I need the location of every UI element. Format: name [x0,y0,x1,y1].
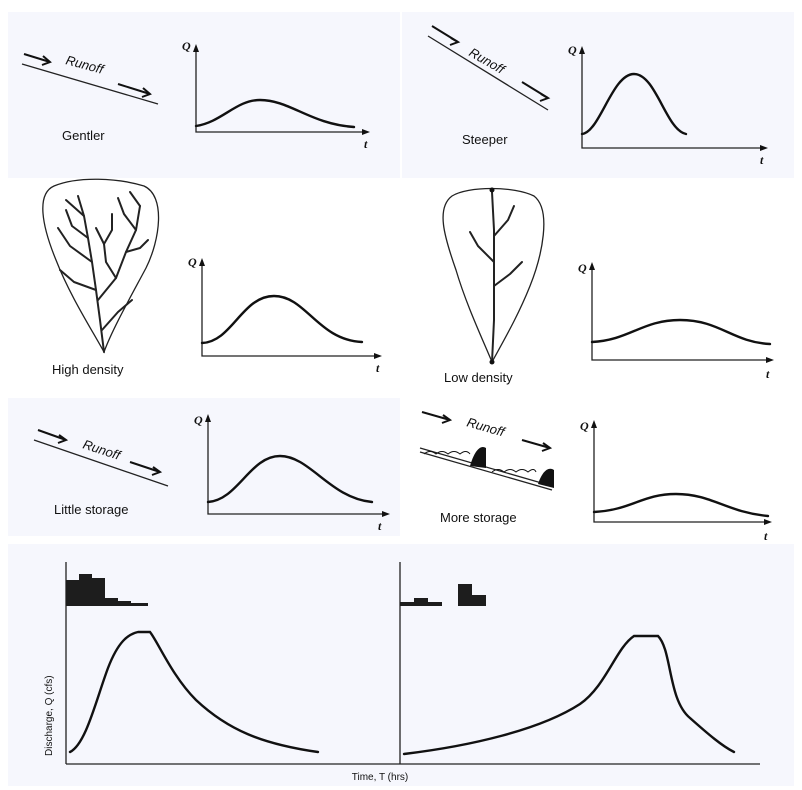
rainfall-bar [66,580,79,606]
panel-low-density: Low density Q t [442,187,774,385]
axes [207,420,384,515]
storage-dam-2 [538,468,554,488]
basin-outline-icon [442,187,545,364]
q-axis-label: Q [578,261,587,275]
rainfall-hyetograph-icon [400,584,486,606]
rainfall-bar [472,595,486,606]
hydrograph-more-storage: Q t [580,419,772,543]
axes [593,426,766,523]
low-density-label: Low density [444,370,513,385]
t-axis-label: t [760,153,764,167]
y-arrowhead [199,258,205,266]
t-axis-label: t [376,361,380,375]
steeper-label: Steeper [462,132,508,147]
storage-dam-1 [470,446,486,468]
hydrograph-high-density: Q t [188,255,382,375]
t-axis-label: t [364,137,368,151]
x-arrowhead [374,353,382,359]
more-storage-label: More storage [440,510,517,525]
panel-background [402,12,794,178]
axes [201,264,376,357]
hydrograph-curve [580,72,688,136]
rainfall-bar [414,598,428,606]
arrow-right-icon [421,411,453,424]
axes [591,268,768,361]
panel-gentler-slope: Runoff Gentler Q t [8,12,400,178]
hydrograph-curve-downstream-storm [68,630,320,754]
arrow-right-icon [431,25,461,46]
q-axis-label: Q [182,39,191,53]
panel-background [8,12,400,178]
t-axis-label: t [766,367,770,381]
rainfall-bar [92,578,105,606]
stream-network-icon [57,191,149,353]
high-density-label: High density [52,362,124,377]
arrow-right-icon [129,461,163,476]
x-arrowhead [382,511,390,517]
rainfall-bar [428,602,442,606]
slope-line [33,439,169,487]
time-axis-label: Time, T (hrs) [352,772,408,783]
q-axis-label: Q [580,419,589,433]
rainfall-bar [118,601,131,606]
panel-high-density: High density Q t [42,178,382,377]
y-arrowhead [193,44,199,52]
y-arrowhead [579,46,585,54]
arrow-right-icon [23,53,52,66]
axes [195,50,364,133]
panel-background [8,398,400,536]
hydrograph-curve [590,318,772,346]
hydrograph-curve [194,98,356,129]
hydrograph-curve [592,492,770,518]
q-axis-label: Q [194,413,203,427]
panel-little-storage: Runoff Little storage Q t [8,398,400,536]
hydrograph-gentler: Q t [182,39,370,151]
stream-network-icon [469,187,523,365]
y-arrowhead [591,420,597,428]
hydrograph-curve-upstream-storm [402,634,736,756]
panel-steeper-slope: Runoff Steeper Q t [402,12,794,178]
rainfall-bar [400,602,414,606]
ponded-water-1 [423,451,471,455]
x-arrowhead [766,357,774,363]
x-arrowhead [760,145,768,151]
slope-line [21,63,159,105]
x-arrowhead [362,129,370,135]
rainfall-bar [105,598,118,606]
runoff-label: Runoff [465,414,507,439]
discharge-axis-label: Discharge, Q (cfs) [44,675,55,756]
hydrograph-curve [206,454,374,504]
panel-background [8,544,794,786]
slope-line [427,35,549,111]
x-arrowhead [764,519,772,525]
t-axis-label: t [378,519,382,533]
hydrograph-curve [200,294,364,345]
q-axis-label: Q [188,255,197,269]
t-axis-label: t [764,529,768,543]
little-storage-label: Little storage [54,502,128,517]
arrow-right-icon [521,81,551,102]
slope-line [419,451,553,491]
axes [581,52,762,149]
panel-storm-hydrographs: Discharge, Q (cfs) Time, T (hrs) [8,544,794,786]
arrow-right-icon [521,439,553,452]
basin-outline-icon [42,178,160,354]
rainfall-hyetograph-icon [66,574,148,606]
arrow-right-icon [117,83,152,98]
y-arrowhead [589,262,595,270]
panel-more-storage: Runoff More storage Q t [419,411,772,543]
ponded-water-2 [491,469,537,473]
q-axis-label: Q [568,43,577,57]
rainfall-bar [458,584,472,606]
rainfall-bar [79,574,92,606]
rainfall-bar [131,603,148,606]
y-arrowhead [205,414,211,422]
hydrograph-little-storage: Q t [194,413,390,533]
hydrograph-steeper: Q t [568,43,768,167]
arrow-right-icon [37,429,69,444]
gentler-label: Gentler [62,128,105,143]
hydrograph-low-density: Q t [578,261,774,381]
